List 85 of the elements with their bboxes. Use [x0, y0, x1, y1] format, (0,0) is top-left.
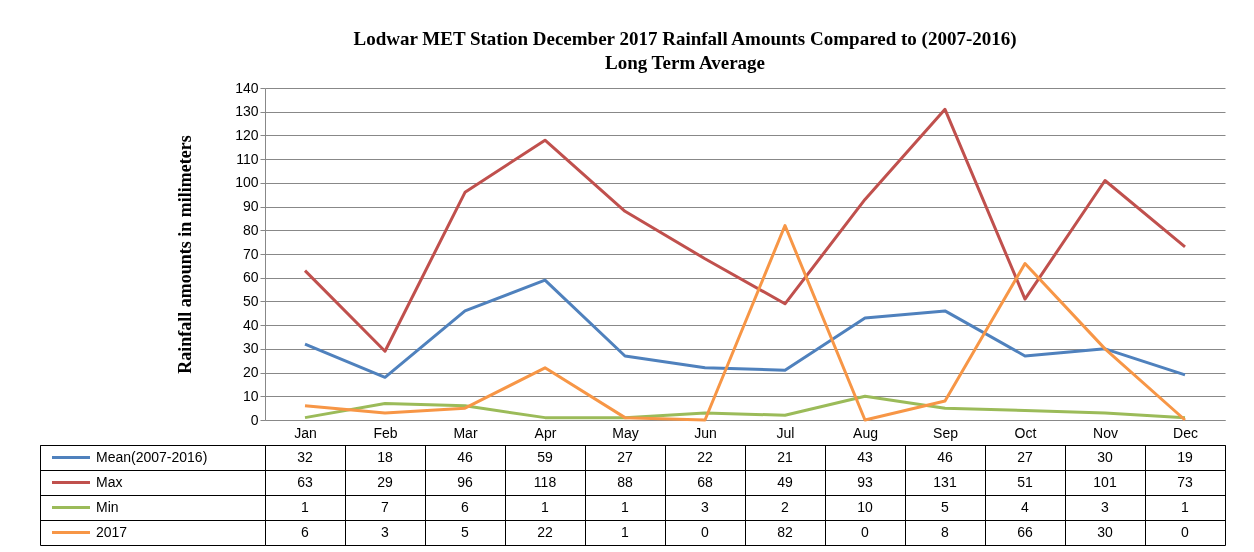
- line-series: [303, 394, 1187, 420]
- data-label: 1: [621, 498, 630, 515]
- data-label: 93: [857, 473, 873, 490]
- legend-label: 2017: [96, 523, 128, 540]
- data-label: 4: [1021, 498, 1030, 515]
- data-label: 19: [1177, 448, 1193, 465]
- data-label: 30: [1097, 448, 1113, 465]
- data-label: 27: [1017, 448, 1033, 465]
- y-tick-label: 40: [242, 316, 259, 333]
- y-tick-label: 10: [242, 387, 259, 404]
- y-tick-label: 0: [250, 411, 259, 428]
- y-tick-label: 50: [242, 292, 259, 309]
- data-label: 5: [461, 523, 470, 540]
- legend-label: Mean(2007-2016): [96, 448, 208, 465]
- data-label: 5: [941, 498, 950, 515]
- x-tick-label: Mar: [453, 424, 478, 441]
- data-label: 51: [1017, 473, 1033, 490]
- data-label: 49: [777, 473, 793, 490]
- data-label: 68: [697, 473, 713, 490]
- x-tick-label: Sep: [933, 424, 959, 441]
- y-tick-label: 130: [235, 103, 259, 120]
- y-tick-label: 30: [242, 340, 259, 357]
- x-tick-label: Nov: [1093, 424, 1118, 441]
- data-label: 82: [777, 523, 793, 540]
- x-tick-label: Apr: [534, 424, 557, 441]
- data-label: 22: [537, 523, 553, 540]
- data-label: 66: [1017, 523, 1033, 540]
- y-tick-label: 110: [236, 150, 259, 167]
- data-label: 59: [537, 448, 553, 465]
- data-label: 1: [301, 498, 310, 515]
- data-label: 63: [297, 473, 313, 490]
- data-label: 2: [781, 498, 790, 515]
- data-label: 6: [461, 498, 470, 515]
- y-tick-label: 20: [242, 364, 259, 381]
- data-label: 6: [301, 523, 310, 540]
- data-label: 1: [541, 498, 550, 515]
- y-axis-title: Rainfall amounts in milimeters: [175, 135, 196, 374]
- data-label: 1: [621, 523, 630, 540]
- line-series: [303, 278, 1187, 379]
- y-tick-label: 80: [242, 221, 259, 238]
- chart-title: Lodwar MET Station December 2017 Rainfall Amounts Compared to (2007-2016) Long Term Average: [353, 28, 1017, 73]
- data-label: 46: [457, 448, 473, 465]
- data-label: 18: [377, 448, 393, 465]
- data-label: 29: [377, 473, 393, 490]
- data-label: 101: [1093, 473, 1117, 490]
- data-label: 0: [861, 523, 870, 540]
- x-tick-label: Aug: [853, 424, 878, 441]
- data-label: 3: [381, 523, 390, 540]
- y-tick-label: 90: [242, 198, 259, 215]
- data-label: 96: [457, 473, 473, 490]
- data-label: 30: [1097, 523, 1113, 540]
- data-label: 0: [701, 523, 710, 540]
- data-label: 3: [701, 498, 710, 515]
- line-series: [303, 107, 1187, 353]
- x-tick-label: Jul: [776, 424, 795, 441]
- line-series: [303, 224, 1187, 422]
- data-label: 22: [697, 448, 713, 465]
- x-tick-label: Feb: [373, 424, 398, 441]
- legend-label: Min: [96, 498, 119, 515]
- data-label: 73: [1177, 473, 1193, 490]
- y-tick-label: 120: [235, 126, 259, 143]
- data-label: 118: [533, 473, 557, 490]
- x-tick-label: Oct: [1014, 424, 1037, 441]
- x-tick-label: Jun: [694, 424, 717, 441]
- data-label: 7: [381, 498, 390, 515]
- data-label: 43: [857, 448, 873, 465]
- data-label: 0: [1181, 523, 1190, 540]
- x-tick-label: Dec: [1173, 424, 1198, 441]
- data-label: 27: [617, 448, 633, 465]
- y-tick-label: 100: [235, 174, 259, 191]
- y-tick-label: 140: [235, 79, 259, 96]
- data-label: 3: [1101, 498, 1110, 515]
- x-tick-label: May: [612, 424, 639, 441]
- y-tick-label: 60: [242, 269, 259, 286]
- data-label: 21: [777, 448, 793, 465]
- x-tick-label: Jan: [294, 424, 317, 441]
- data-label: 131: [933, 473, 957, 490]
- data-label: 32: [297, 448, 313, 465]
- data-label: 8: [941, 523, 950, 540]
- y-tick-label: 70: [242, 245, 259, 262]
- data-label: 10: [857, 498, 873, 515]
- data-label: 46: [937, 448, 953, 465]
- legend-label: Max: [96, 473, 123, 490]
- data-label: 1: [1181, 498, 1190, 515]
- data-label: 88: [617, 473, 633, 490]
